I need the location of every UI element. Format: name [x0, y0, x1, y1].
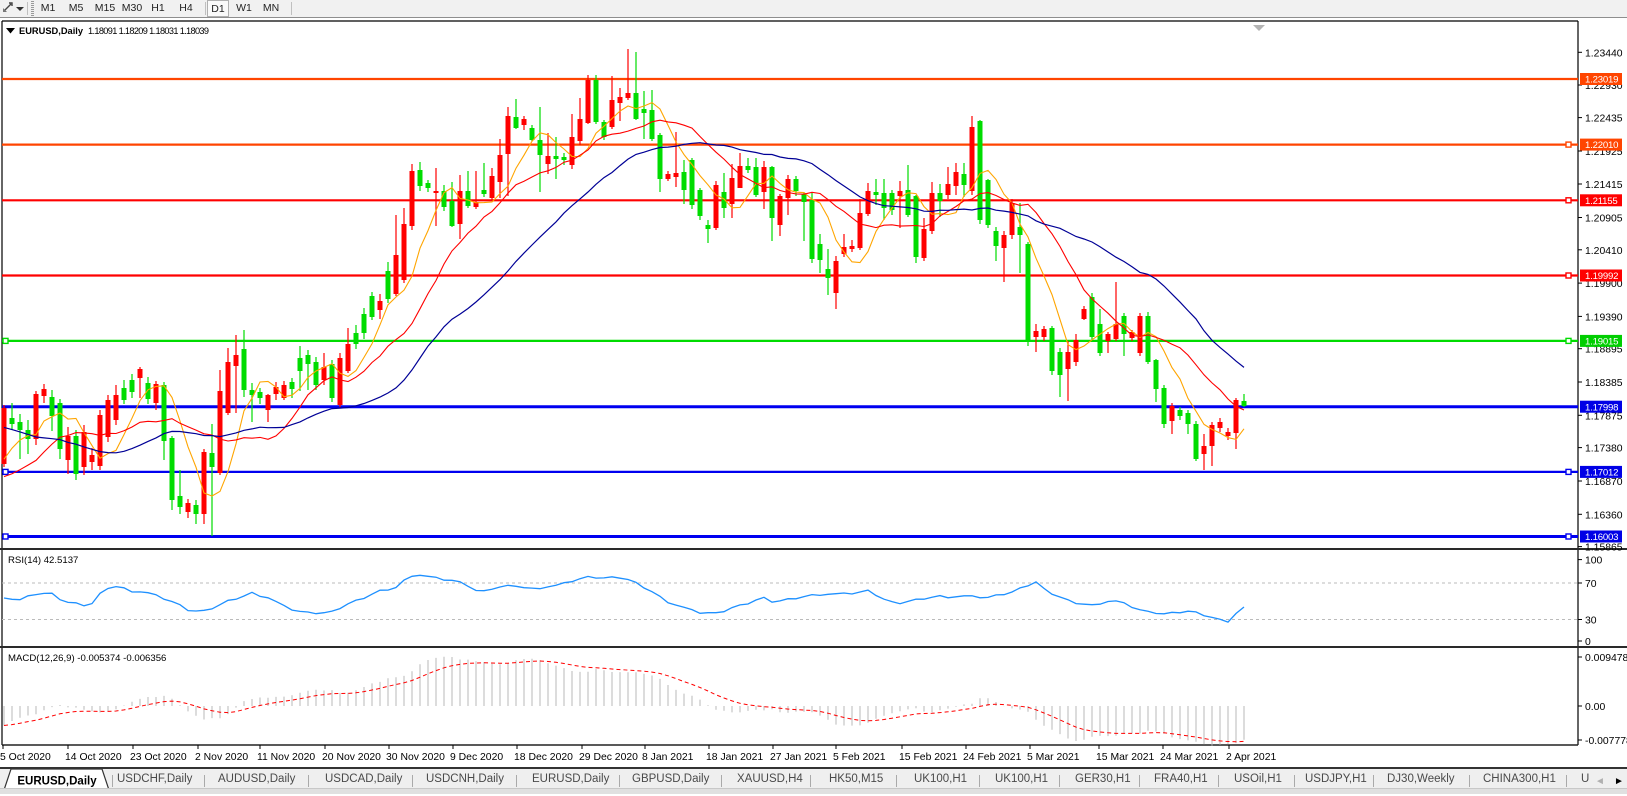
svg-text:27 Jan 2021: 27 Jan 2021	[770, 752, 827, 763]
svg-text:1.20410: 1.20410	[1585, 246, 1623, 257]
svg-text:1.22010: 1.22010	[1585, 140, 1618, 151]
svg-text:1.18385: 1.18385	[1585, 378, 1623, 389]
svg-text:100: 100	[1585, 556, 1603, 567]
svg-text:18 Dec 2020: 18 Dec 2020	[514, 752, 573, 763]
svg-text:1.16360: 1.16360	[1585, 510, 1623, 521]
svg-text:70: 70	[1585, 579, 1597, 590]
svg-text:5 Oct 2020: 5 Oct 2020	[0, 752, 51, 763]
svg-text:23 Oct 2020: 23 Oct 2020	[130, 752, 187, 763]
svg-text:20 Nov 2020: 20 Nov 2020	[322, 752, 381, 763]
svg-text:18 Jan 2021: 18 Jan 2021	[706, 752, 763, 763]
svg-text:5 Feb 2021: 5 Feb 2021	[833, 752, 886, 763]
svg-text:1.18895: 1.18895	[1585, 345, 1623, 356]
svg-text:15 Mar 2021: 15 Mar 2021	[1096, 752, 1155, 763]
svg-text:11 Nov 2020: 11 Nov 2020	[257, 752, 315, 763]
svg-text:5 Mar 2021: 5 Mar 2021	[1027, 752, 1080, 763]
svg-text:EURUSD,Daily: EURUSD,Daily	[17, 776, 97, 788]
svg-text:30 Nov 2020: 30 Nov 2020	[386, 752, 445, 763]
svg-text:1.16003: 1.16003	[1585, 532, 1618, 543]
svg-text:1.19390: 1.19390	[1585, 312, 1623, 323]
svg-text:2 Apr 2021: 2 Apr 2021	[1226, 752, 1276, 763]
svg-text:1.19015: 1.19015	[1585, 337, 1618, 348]
svg-text:RSI(14) 42.5137: RSI(14) 42.5137	[8, 555, 78, 566]
svg-text:1.21415: 1.21415	[1585, 180, 1623, 191]
svg-text:1.21155: 1.21155	[1585, 196, 1618, 207]
svg-text:15 Feb 2021: 15 Feb 2021	[899, 752, 958, 763]
svg-text:1.19900: 1.19900	[1585, 279, 1623, 290]
svg-text:1.22930: 1.22930	[1585, 81, 1623, 92]
svg-text:14 Oct 2020: 14 Oct 2020	[65, 752, 122, 763]
svg-text:1.18091 1.18209 1.18031 1.1803: 1.18091 1.18209 1.18031 1.18039	[88, 26, 209, 36]
svg-text:1.19992: 1.19992	[1585, 271, 1618, 282]
svg-text:30: 30	[1585, 616, 1597, 627]
svg-text:MACD(12,26,9) -0.005374 -0.006: MACD(12,26,9) -0.005374 -0.006356	[8, 653, 166, 664]
svg-text:2 Nov 2020: 2 Nov 2020	[195, 752, 248, 763]
svg-text:24 Mar 2021: 24 Mar 2021	[1160, 752, 1219, 763]
svg-text:1.23019: 1.23019	[1585, 75, 1618, 86]
svg-text:1.20905: 1.20905	[1585, 214, 1623, 225]
svg-text:1.17998: 1.17998	[1585, 402, 1618, 413]
svg-text:0.009478: 0.009478	[1585, 653, 1627, 664]
svg-text:1.16870: 1.16870	[1585, 477, 1623, 488]
svg-text:0.00: 0.00	[1585, 702, 1605, 713]
svg-text:1.21925: 1.21925	[1585, 147, 1623, 158]
svg-text:EURUSD,Daily: EURUSD,Daily	[19, 26, 84, 36]
svg-text:29 Dec 2020: 29 Dec 2020	[579, 752, 638, 763]
svg-text:1.17380: 1.17380	[1585, 444, 1623, 455]
svg-text:9 Dec 2020: 9 Dec 2020	[450, 752, 503, 763]
svg-text:1.17012: 1.17012	[1585, 468, 1618, 479]
svg-text:8 Jan 2021: 8 Jan 2021	[642, 752, 694, 763]
svg-text:1.17875: 1.17875	[1585, 411, 1623, 422]
svg-text:0: 0	[1585, 637, 1591, 648]
svg-text:-0.007778: -0.007778	[1585, 736, 1627, 747]
svg-text:1.15865: 1.15865	[1585, 543, 1623, 554]
svg-text:24 Feb 2021: 24 Feb 2021	[963, 752, 1022, 763]
svg-text:1.23440: 1.23440	[1585, 48, 1623, 59]
svg-text:1.22435: 1.22435	[1585, 114, 1623, 125]
